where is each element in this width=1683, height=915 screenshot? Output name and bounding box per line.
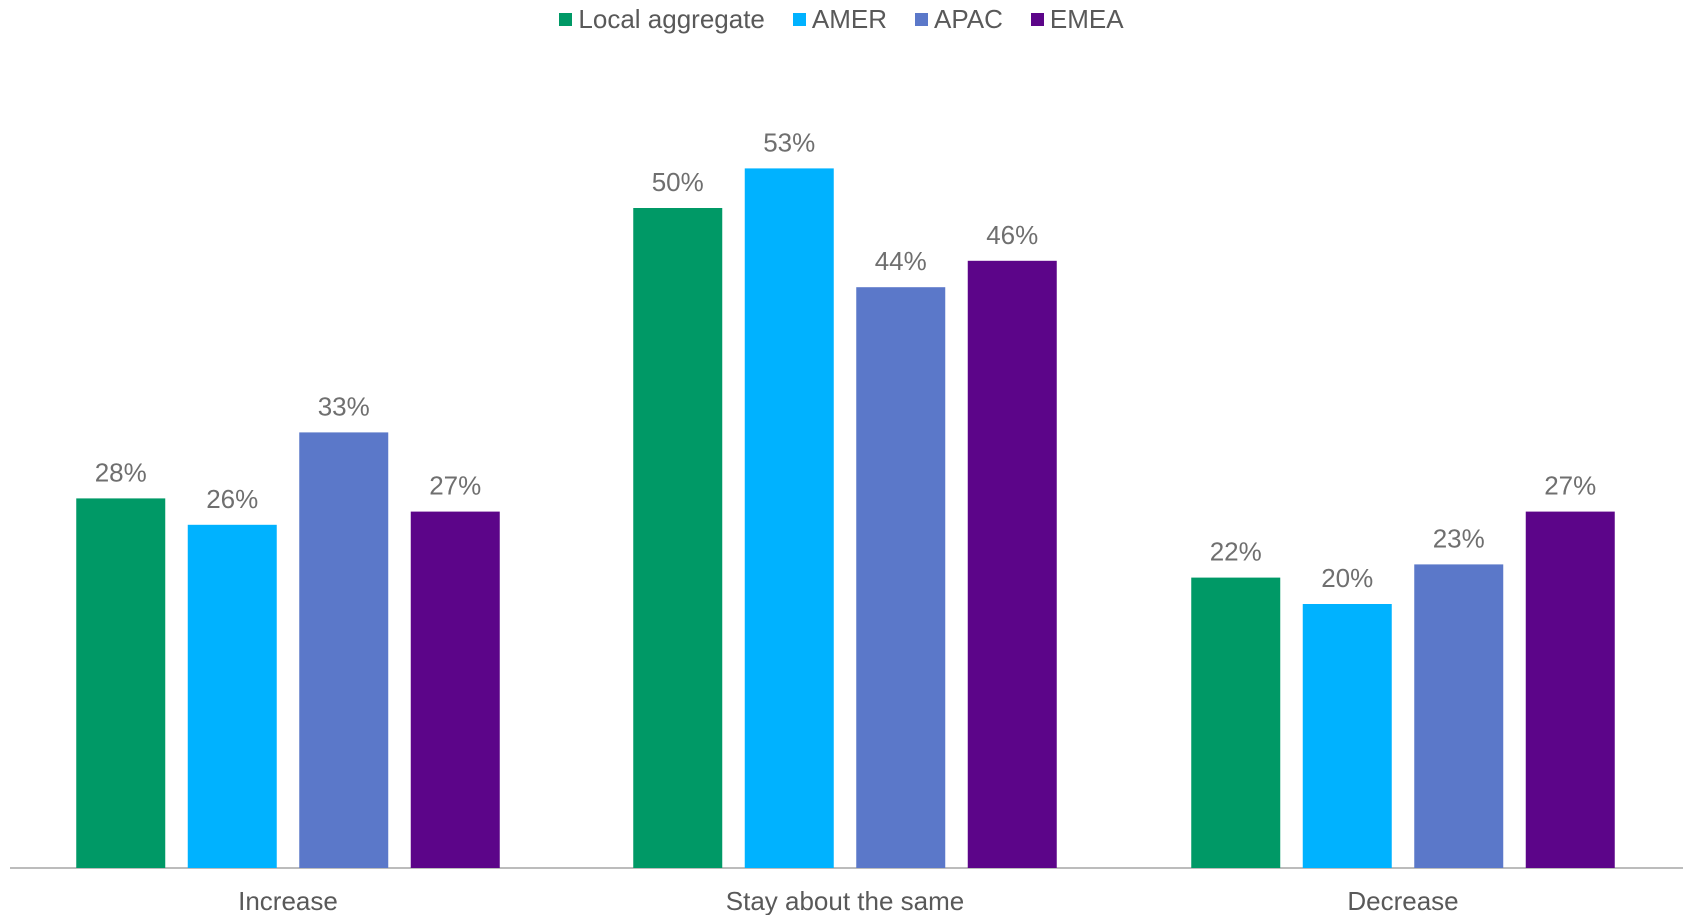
bar — [744, 168, 834, 868]
data-label: 22% — [1210, 537, 1262, 567]
data-label: 20% — [1321, 563, 1373, 593]
bar — [187, 524, 277, 868]
data-label: 26% — [206, 484, 258, 514]
legend-item: Local aggregate — [559, 4, 765, 35]
bar — [1525, 511, 1615, 868]
legend-label: Local aggregate — [578, 4, 765, 34]
bar — [1414, 564, 1504, 868]
bar — [1302, 604, 1392, 868]
bar — [410, 511, 500, 868]
legend-item: EMEA — [1030, 4, 1124, 35]
category-label: Stay about the same — [726, 886, 964, 915]
data-label: 23% — [1433, 523, 1485, 553]
bar — [76, 498, 166, 868]
bar — [299, 432, 389, 868]
data-label: 50% — [652, 167, 704, 197]
data-label: 27% — [1544, 471, 1596, 501]
bar — [967, 260, 1057, 868]
category-label: Increase — [238, 886, 338, 915]
category-label: Decrease — [1347, 886, 1458, 915]
legend-item: APAC — [915, 4, 1003, 35]
legend-label: EMEA — [1049, 4, 1124, 34]
data-label: 44% — [875, 246, 927, 276]
data-label: 46% — [986, 220, 1038, 250]
bar — [1191, 577, 1281, 868]
legend-swatch — [792, 13, 806, 26]
legend-swatch — [915, 13, 929, 26]
bar — [633, 208, 723, 868]
data-label: 33% — [318, 391, 370, 421]
data-label: 27% — [429, 471, 481, 501]
data-label: 53% — [763, 127, 815, 157]
legend-label: APAC — [934, 4, 1003, 34]
legend-swatch — [559, 13, 573, 26]
data-label: 28% — [95, 457, 147, 487]
legend-swatch — [1030, 13, 1044, 26]
legend-label: AMER — [811, 4, 888, 34]
chart-legend: Local aggregate AMER APAC EMEA — [0, 4, 1683, 35]
bar — [856, 287, 946, 868]
legend-item: AMER — [792, 4, 888, 35]
